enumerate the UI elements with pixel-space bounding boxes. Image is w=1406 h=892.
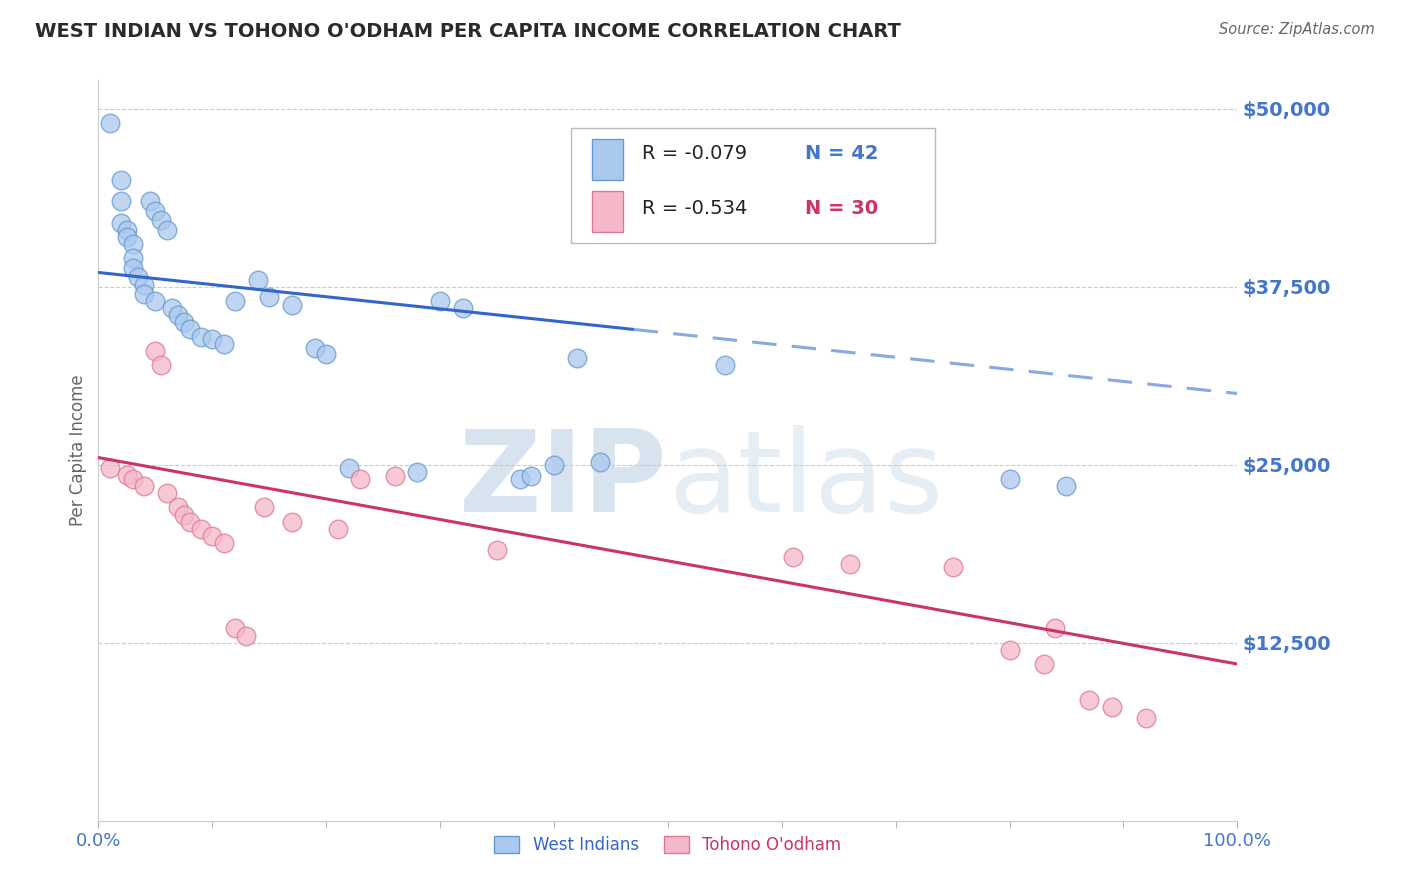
Point [281, 515, 304, 529]
Point [406, 465, 429, 479]
Point [782, 550, 804, 565]
Bar [592, 191, 623, 232]
Point [121, 472, 143, 486]
Point [304, 341, 326, 355]
Point [451, 301, 474, 315]
Point [115, 230, 138, 244]
Point [115, 223, 138, 237]
Point [384, 469, 406, 483]
Text: R = -0.534: R = -0.534 [641, 199, 747, 219]
Point [281, 298, 304, 312]
Point [224, 293, 246, 308]
Point [543, 458, 565, 472]
Point [150, 358, 173, 372]
Point [486, 543, 509, 558]
Point [121, 252, 143, 266]
Point [429, 293, 451, 308]
Point [190, 329, 212, 343]
Point [156, 486, 179, 500]
Point [224, 622, 246, 636]
Point [998, 642, 1021, 657]
Point [145, 204, 167, 219]
Point [1101, 699, 1123, 714]
Point [588, 455, 610, 469]
Point [132, 278, 155, 293]
Text: ZIP: ZIP [460, 425, 668, 535]
Point [173, 315, 195, 329]
Point [121, 261, 143, 276]
Point [212, 536, 235, 550]
Point [98, 460, 121, 475]
Point [337, 460, 360, 475]
Point [714, 358, 737, 372]
Point [156, 223, 179, 237]
Text: R = -0.079: R = -0.079 [641, 145, 747, 163]
Point [520, 469, 543, 483]
Point [132, 479, 155, 493]
Point [1078, 692, 1101, 706]
Point [1054, 479, 1078, 493]
Point [145, 343, 167, 358]
Text: Source: ZipAtlas.com: Source: ZipAtlas.com [1219, 22, 1375, 37]
Point [179, 322, 201, 336]
Point [201, 332, 224, 346]
Point [942, 560, 965, 574]
Bar [592, 139, 623, 180]
Text: N = 30: N = 30 [804, 199, 877, 219]
Point [162, 301, 184, 315]
Point [1032, 657, 1054, 671]
Point [565, 351, 588, 365]
Point [98, 116, 121, 130]
Point [110, 194, 132, 209]
Point [110, 216, 132, 230]
Point [839, 558, 862, 572]
Text: atlas: atlas [668, 425, 943, 535]
Point [190, 522, 212, 536]
FancyBboxPatch shape [571, 128, 935, 244]
Point [201, 529, 224, 543]
Point [173, 508, 195, 522]
Point [1043, 622, 1066, 636]
Text: WEST INDIAN VS TOHONO O'ODHAM PER CAPITA INCOME CORRELATION CHART: WEST INDIAN VS TOHONO O'ODHAM PER CAPITA… [35, 22, 901, 41]
Point [509, 472, 531, 486]
Point [998, 472, 1021, 486]
Point [167, 308, 190, 322]
Point [259, 290, 281, 304]
Point [167, 500, 190, 515]
Point [132, 286, 155, 301]
Point [179, 515, 201, 529]
Point [235, 628, 257, 642]
Y-axis label: Per Capita Income: Per Capita Income [69, 375, 87, 526]
Text: N = 42: N = 42 [804, 145, 877, 163]
Point [349, 472, 371, 486]
Legend: West Indians, Tohono O'odham: West Indians, Tohono O'odham [488, 829, 848, 861]
Point [110, 173, 132, 187]
Point [326, 522, 349, 536]
Point [145, 293, 167, 308]
Point [1135, 711, 1157, 725]
Point [212, 336, 235, 351]
Point [121, 237, 143, 252]
Point [150, 212, 173, 227]
Point [138, 194, 160, 209]
Point [115, 467, 138, 482]
Point [315, 346, 337, 360]
Point [127, 269, 149, 284]
Point [252, 500, 274, 515]
Point [246, 272, 269, 286]
